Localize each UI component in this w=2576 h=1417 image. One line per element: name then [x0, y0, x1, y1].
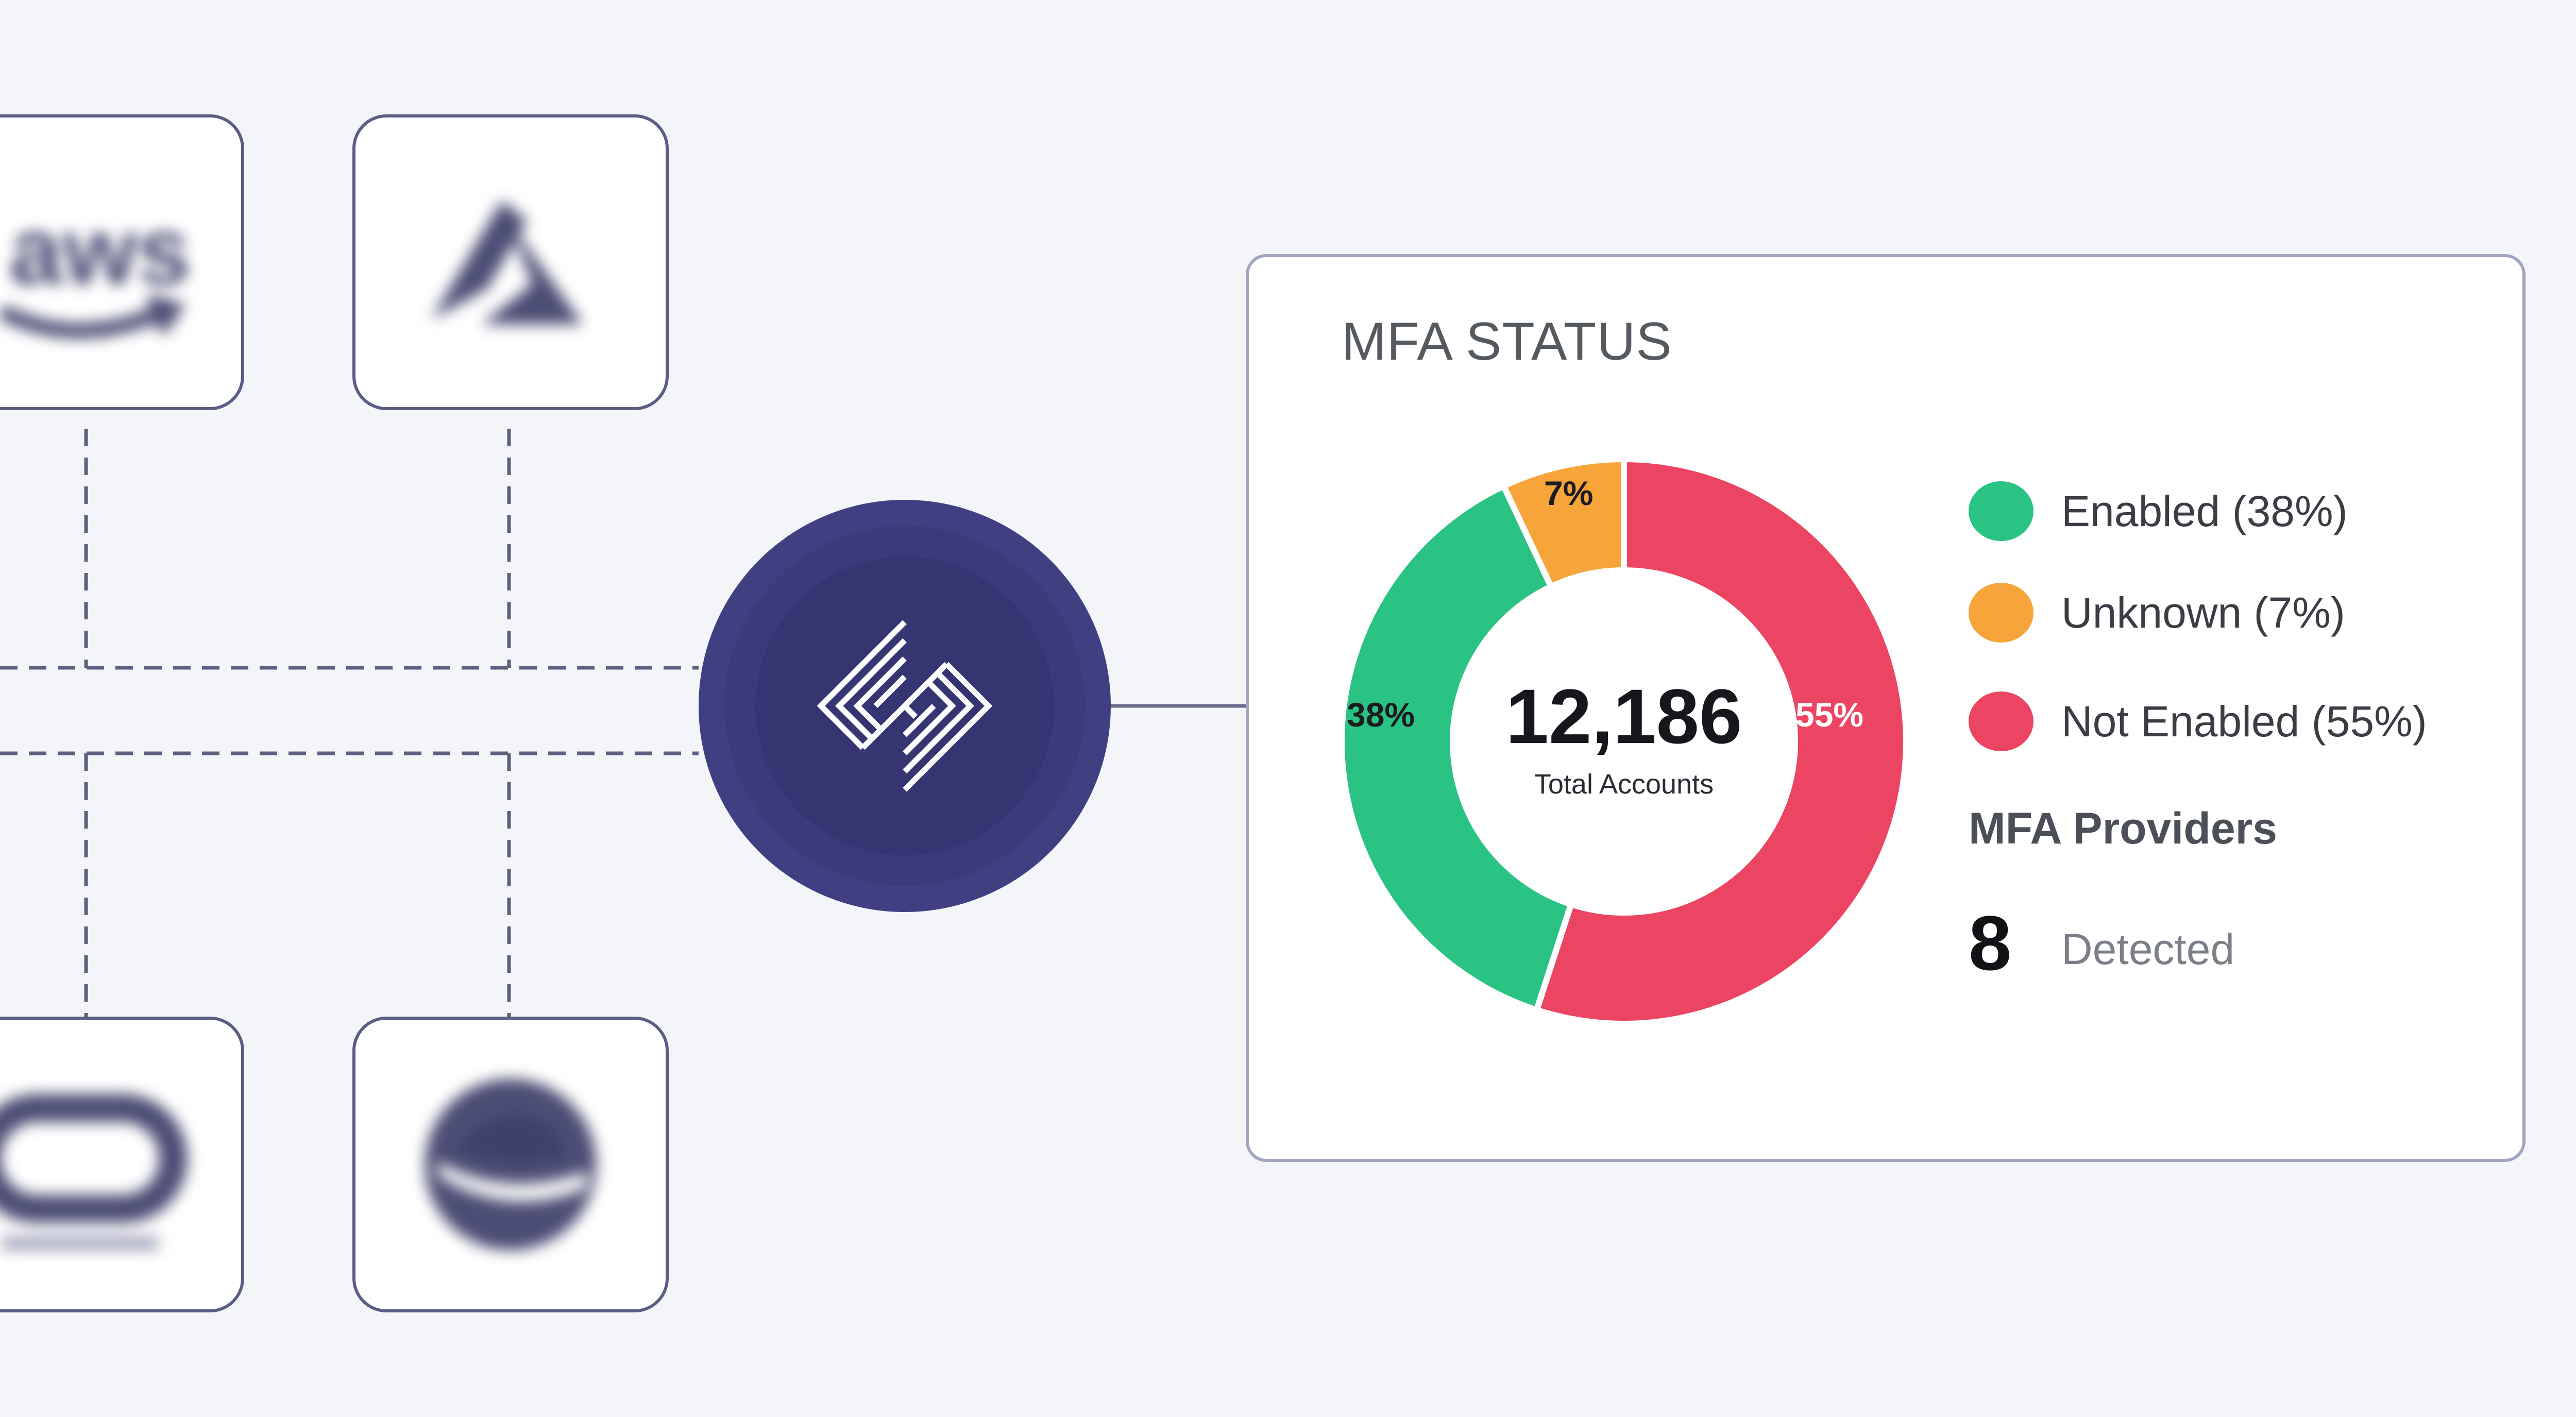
aws-integration-tile[interactable]: aws — [0, 114, 244, 410]
slice-label-not-enabled: 55% — [1795, 696, 1864, 734]
legend-item-unknown: Unknown (7%) — [1969, 583, 2484, 650]
legend-dot-enabled — [1969, 481, 2033, 541]
redhat-logo-icon — [425, 1078, 597, 1251]
mfa-donut-chart: 38% 7% 55% 12,186 Total Accounts — [1335, 453, 1912, 1030]
donut-slice-unknown[interactable] — [1499, 456, 1627, 591]
legend-label-enabled: Enabled (38%) — [2061, 487, 2348, 535]
azure-logo-icon — [431, 200, 583, 325]
donut-slice-not-enabled[interactable] — [1533, 456, 1909, 1027]
platform-hub[interactable] — [699, 500, 1111, 912]
aws-logo-icon: aws — [0, 198, 191, 339]
legend-label-not-enabled: Not Enabled (55%) — [2061, 697, 2427, 746]
donut-svg — [1338, 456, 1909, 1027]
total-accounts-value: 12,186 — [1505, 673, 1742, 760]
slice-label-unknown: 7% — [1544, 474, 1594, 512]
legend-label-unknown: Unknown (7%) — [2061, 588, 2345, 637]
azure-integration-tile[interactable] — [352, 114, 669, 410]
mfa-status-card: MFA STATUS 38% 7% 55% 12,186 Total Accou… — [1246, 254, 2526, 1162]
legend-item-enabled: Enabled (38%) — [1969, 481, 2484, 548]
legend-dot-unknown — [1969, 583, 2033, 643]
slice-label-enabled: 38% — [1347, 696, 1415, 734]
redhat-integration-tile[interactable] — [352, 1017, 669, 1312]
mfa-providers-label: Detected — [2061, 925, 2235, 973]
svg-text:aws: aws — [9, 198, 191, 305]
legend-dot-not-enabled — [1969, 691, 2033, 751]
donut-slice-enabled[interactable] — [1338, 482, 1575, 1014]
total-accounts-label: Total Accounts — [1534, 769, 1714, 800]
platform-logo-icon — [817, 620, 993, 792]
oracle-integration-tile[interactable] — [0, 1017, 244, 1312]
mfa-providers-title: MFA Providers — [1969, 804, 2277, 853]
oracle-logo-icon — [0, 1093, 188, 1250]
card-title: MFA STATUS — [1342, 312, 1672, 372]
mfa-providers-count: 8 — [1969, 900, 2012, 986]
legend-item-not-enabled: Not Enabled (55%) — [1969, 691, 2484, 758]
